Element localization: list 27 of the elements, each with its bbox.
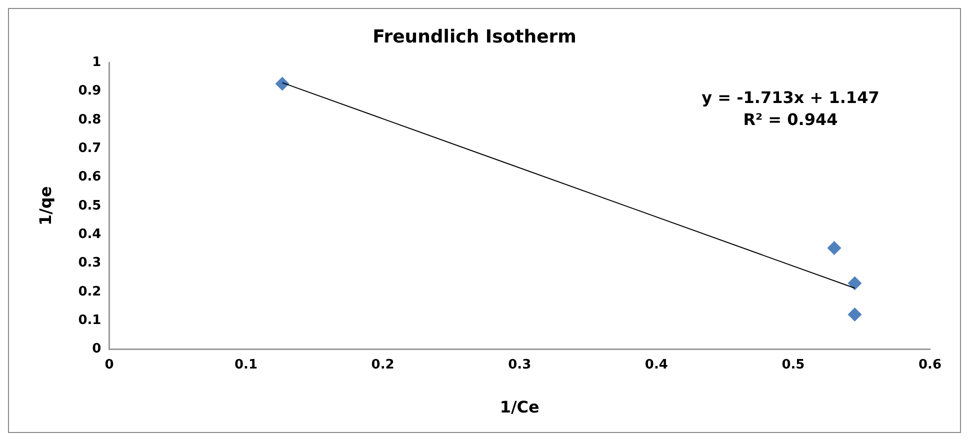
x-tick-label: 0 [104,357,114,372]
x-tick-label: 0.4 [644,357,668,372]
point [848,276,862,290]
y-tick-label: 1 [92,54,102,70]
y-tick-label: 0.1 [78,312,102,328]
point [275,76,290,91]
x-tick-label: 0.6 [918,357,942,372]
x-tick-label: 0.2 [371,357,394,372]
y-tick-label: 0.6 [78,170,102,185]
y-axis-title: 1/qe [36,186,55,226]
x-axis-title: 1/Ce [500,398,540,417]
x-tick-label: 0.5 [782,357,805,372]
y-tick-label: 0 [92,342,102,357]
y-tick-label: 0.5 [78,198,102,214]
y-tick-label: 0.2 [78,284,102,300]
x-tick-label: 0.3 [508,357,532,372]
y-tick-label: 0.9 [78,84,102,99]
x-tick-label: 0.1 [234,357,258,372]
y-tick-label: 0.8 [78,112,102,128]
y-tick-label: 0.4 [78,226,102,242]
y-tick-label: 0.7 [78,140,102,156]
point [848,308,862,322]
y-tick-label: 0.3 [78,256,102,271]
chart-title: Freundlich Isotherm [372,26,576,48]
annotation: y = -1.713x + 1.147 [702,88,880,107]
point [827,241,842,256]
annotation: R² = 0.944 [743,110,838,129]
